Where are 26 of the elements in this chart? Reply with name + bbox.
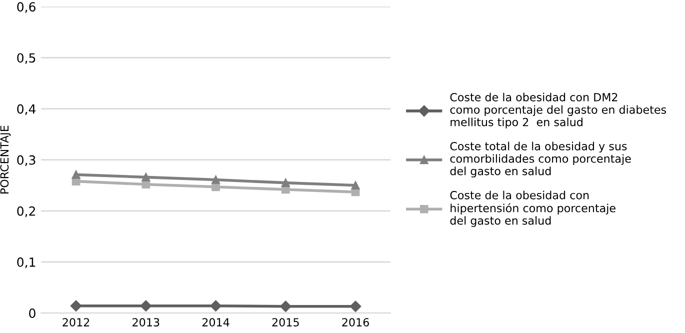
legend-label: Coste total de la obesidad y sus comorbilidades como porcentaje del gasto en salud (450, 142, 631, 178)
point (351, 181, 360, 190)
point (281, 178, 290, 187)
y-tick-label: 0,2 (17, 206, 35, 218)
x-tick-label: 2014 (202, 318, 230, 326)
y-tick-label: 0,6 (17, 2, 36, 13)
point (212, 176, 220, 184)
legend-label: Coste de la obesidad con hipertensión como porcentaje del gasto en salud (450, 190, 616, 227)
legend-label: Coste de la obesidad con DM2 como porcentaje del gasto en diabetes mellitus tipo 2 en salud (450, 92, 666, 128)
y-tick-label: 0,3 (17, 155, 36, 166)
point (142, 173, 150, 182)
point (70, 300, 82, 312)
x-tick-label: 2016 (342, 318, 369, 326)
point (140, 300, 152, 312)
y-tick-label: 0,1 (17, 257, 36, 268)
y-tick-label: 0,5 (17, 53, 36, 64)
y-tick-label: 0 (29, 308, 36, 318)
x-tick-label: 2013 (132, 318, 160, 326)
y-tick-label: 0,4 (17, 104, 36, 115)
x-tick-label: 2015 (272, 318, 299, 326)
point (280, 300, 292, 312)
point (72, 170, 80, 179)
x-tick-label: 2012 (62, 318, 90, 326)
point (350, 300, 362, 312)
y-axis-title: PORCENTAJE (0, 126, 11, 194)
point (210, 300, 222, 312)
